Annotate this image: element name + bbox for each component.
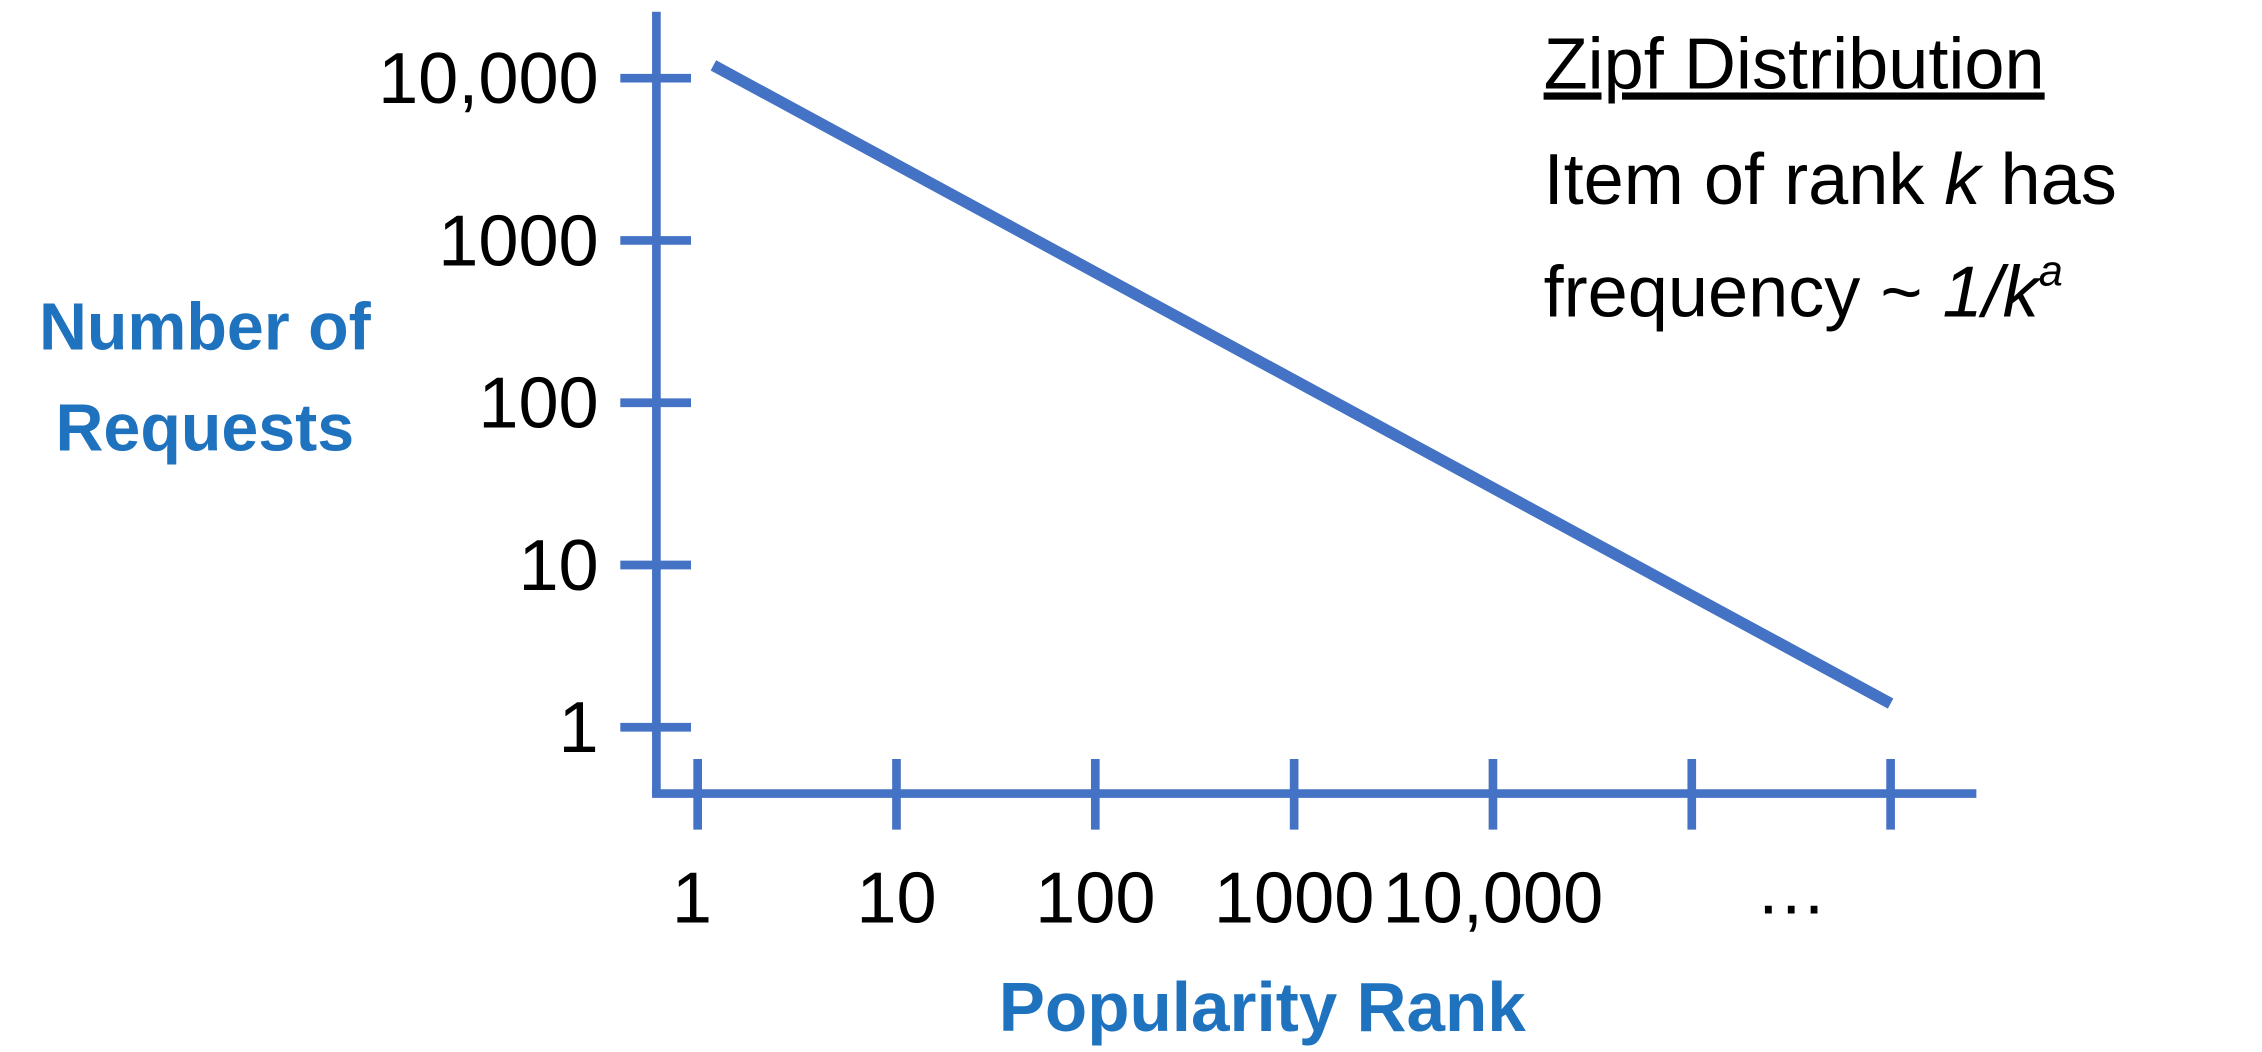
x-tick-label: 10,000 [1383,858,1604,938]
y-tick-label: 10,000 [378,39,599,119]
annotation-text: Item of rank [1544,140,1945,220]
annotation-superscript: a [2039,248,2063,296]
x-tick-label: 100 [1035,858,1155,938]
data-line [710,60,1894,709]
annotation-line: frequency ~ 1/ka [1544,248,2063,333]
x-tick-label: 10 [856,858,936,938]
y-tick-label: 10 [518,526,598,606]
x-tick-label: 1 [672,858,712,938]
y-tick-label: 1 [559,688,599,768]
annotation-text: frequency ~ [1544,252,1943,332]
annotation-text: has [1980,140,2116,220]
y-axis-label: Number of [39,291,372,365]
x-tick-label: 1000 [1214,858,1374,938]
x-axis-label: Popularity Rank [999,968,1527,1046]
y-tick-label: 100 [478,364,598,444]
annotation-text: 1/k [1943,252,2043,332]
annotation-line: Item of rank k has [1544,140,2117,220]
annotation-text: k [1944,140,1984,220]
y-tick-label: 1000 [438,201,598,281]
y-axis-label: Requests [56,391,355,465]
x-continuation: … [1755,850,1827,930]
annotation-title: Zipf Distribution [1544,24,2045,104]
